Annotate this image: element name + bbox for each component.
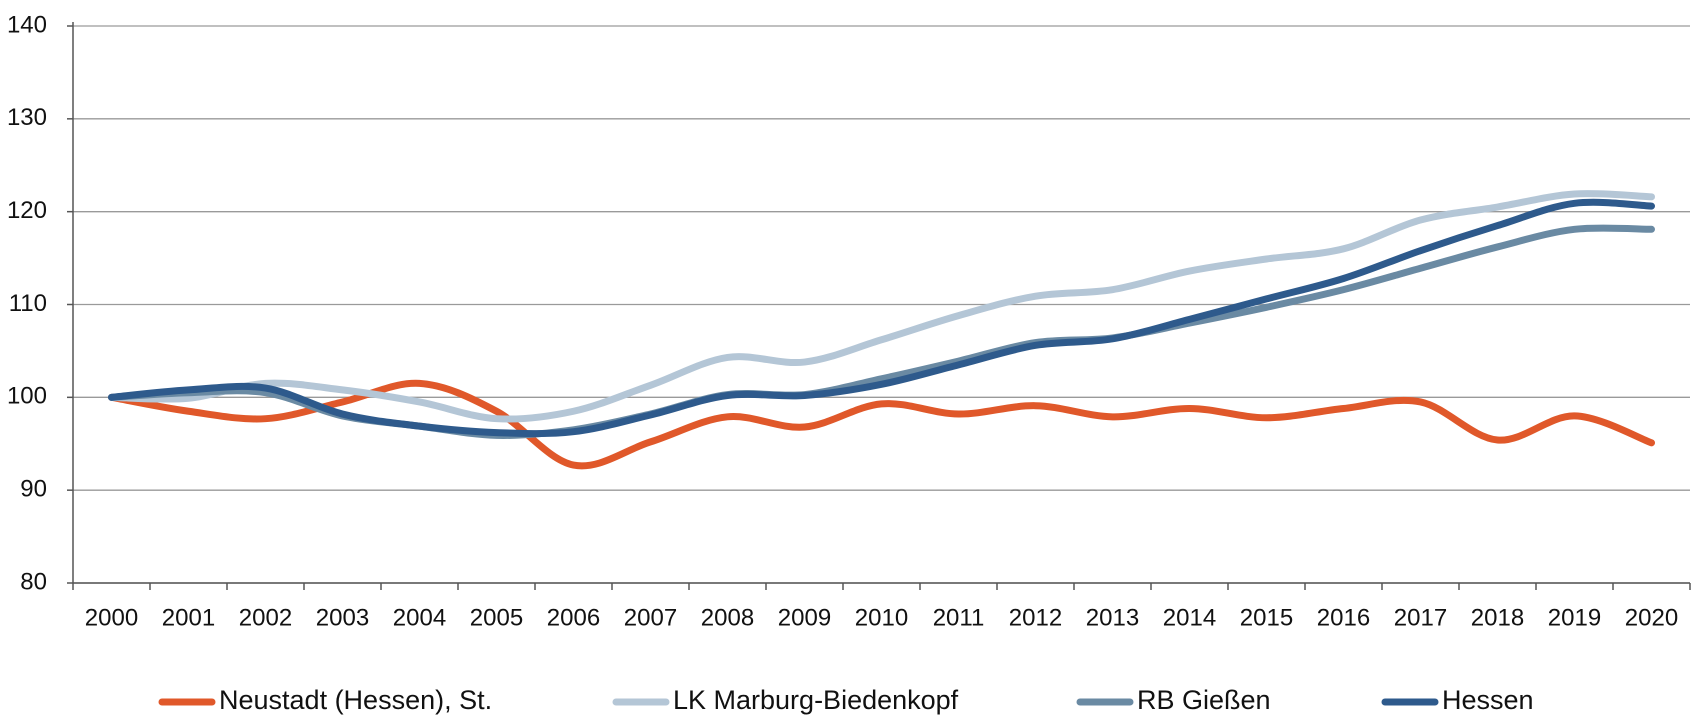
y-tick-label: 80 [20,568,47,595]
x-tick-label: 2007 [624,604,677,631]
line-series [108,190,1655,423]
x-tick-label: 2016 [1317,604,1370,631]
legend-label: Neustadt (Hessen), St. [219,685,492,715]
x-tick-label: 2019 [1548,604,1601,631]
x-tick-label: 2018 [1471,604,1524,631]
legend-label: RB Gießen [1137,685,1271,715]
x-tick-label: 2004 [393,604,446,631]
y-tick-label: 130 [7,104,47,131]
line-series [108,198,1655,438]
y-tick-label: 110 [9,290,47,317]
x-tick-label: 2009 [778,604,831,631]
x-tick-label: 2011 [933,604,985,631]
x-tick-label: 2015 [1240,604,1293,631]
y-tick-label: 100 [7,383,47,410]
x-tick-label: 2002 [239,604,292,631]
x-tick-label: 2013 [1086,604,1139,631]
x-tick-label: 2020 [1625,604,1678,631]
x-tick-label: 2001 [162,604,215,631]
line-series [108,379,1655,470]
y-tick-label: 140 [7,11,47,38]
legend-label: Hessen [1442,685,1534,715]
legend-label: LK Marburg-Biedenkopf [673,685,959,715]
x-tick-label: 2017 [1394,604,1447,631]
x-tick-label: 2012 [1009,604,1062,631]
x-tick-label: 2000 [85,604,138,631]
y-tick-label: 90 [20,476,47,503]
y-tick-label: 120 [7,197,47,224]
x-tick-label: 2010 [855,604,908,631]
x-tick-label: 2005 [470,604,523,631]
x-tick-label: 2006 [547,604,600,631]
x-tick-label: 2003 [316,604,369,631]
x-tick-label: 2008 [701,604,754,631]
x-tick-label: 2014 [1163,604,1216,631]
